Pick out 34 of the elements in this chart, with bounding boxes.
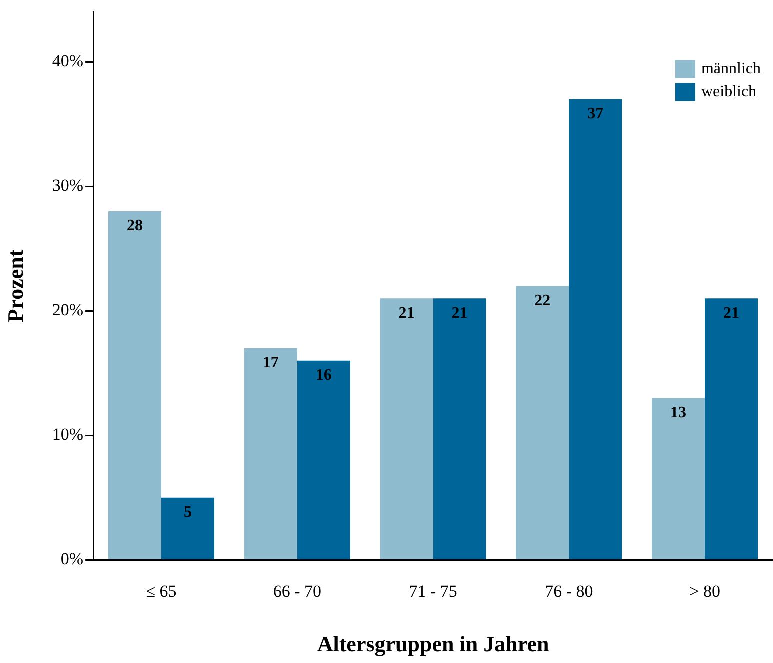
data-label: 37 [588,106,604,123]
x-axis-title: Altersgruppen in Jahren [317,631,550,656]
y-tick-label: 30% [52,176,84,196]
legend-label: männlich [701,60,762,78]
y-axis-title: Prozent [2,249,28,323]
data-label: 28 [127,218,144,235]
y-tick-label: 40% [52,51,84,70]
x-tick-label: 66 - 70 [273,582,322,601]
data-label: 5 [184,504,192,522]
data-label: 21 [452,304,468,322]
data-label: 21 [724,304,740,322]
bar [380,298,434,560]
bar [433,298,486,560]
bar [297,360,350,560]
bar [162,498,214,560]
bar [108,211,162,560]
bar [244,348,298,560]
y-tick-label: 20% [52,300,84,320]
y-tick-label: 10% [52,425,84,444]
bar [652,398,706,560]
bar [516,286,570,560]
data-label: 21 [398,304,415,322]
data-label: 13 [670,404,687,422]
y-tick-label: 0% [60,550,84,569]
x-tick-label: 71 - 75 [409,582,458,601]
data-label: 16 [316,367,332,384]
x-tick-label: > 80 [690,582,720,601]
data-label: 22 [534,292,551,310]
legend-label: weiblich [701,83,757,100]
bar [569,99,622,560]
data-label: 17 [262,354,279,372]
bar [705,298,758,560]
x-tick-label: ≤ 65 [146,582,177,601]
x-tick-label: 76 - 80 [545,582,594,601]
